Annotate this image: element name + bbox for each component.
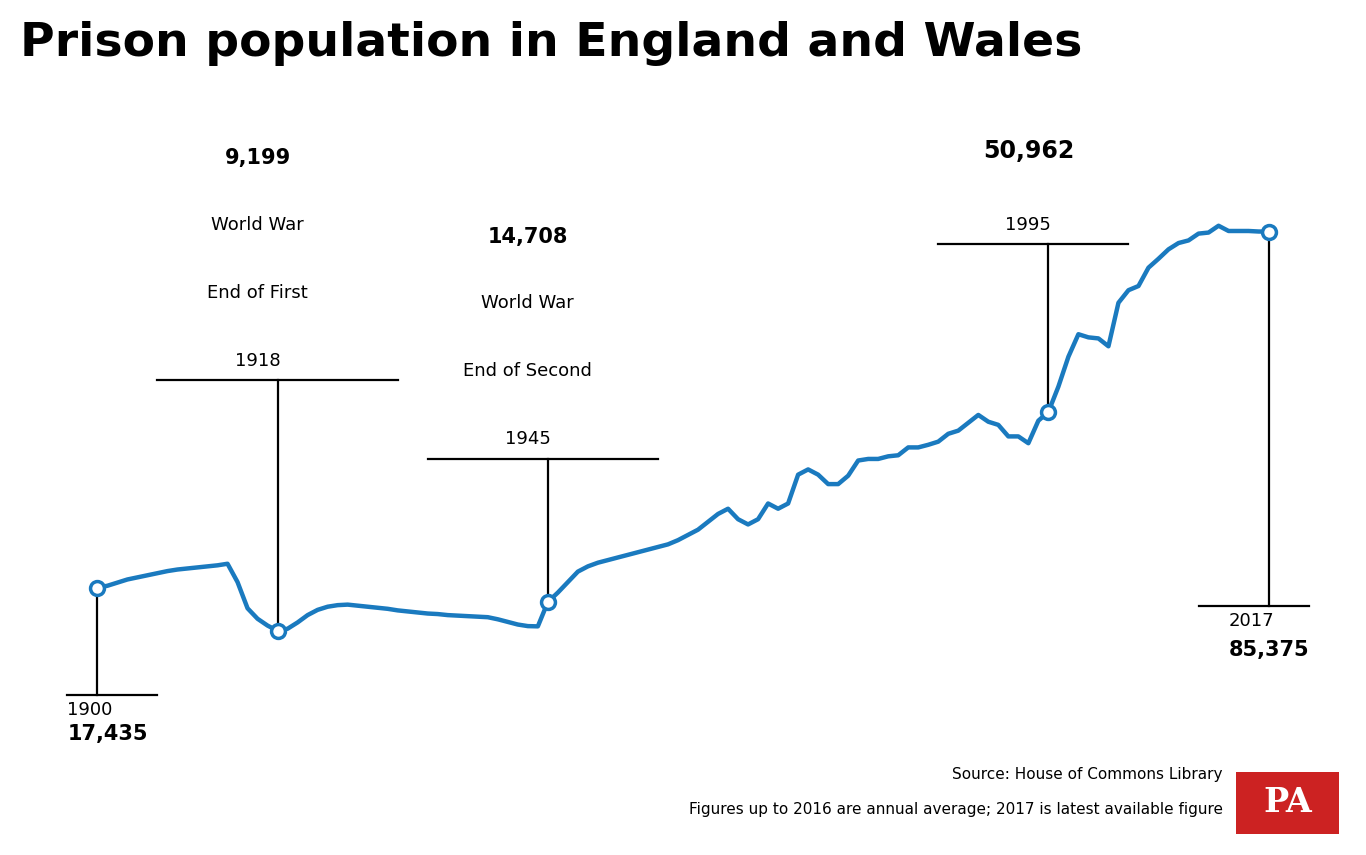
Text: End of Second: End of Second (463, 363, 593, 380)
Text: World War: World War (481, 294, 574, 312)
Text: 1945: 1945 (505, 430, 550, 449)
Text: End of First: End of First (208, 284, 307, 302)
Text: 14,708: 14,708 (488, 227, 568, 247)
Text: 50,962: 50,962 (982, 139, 1074, 162)
Text: Figures up to 2016 are annual average; 2017 is latest available figure: Figures up to 2016 are annual average; 2… (688, 801, 1223, 817)
Text: 1900: 1900 (67, 701, 113, 719)
Text: 1918: 1918 (235, 352, 280, 370)
Text: 85,375: 85,375 (1228, 640, 1309, 660)
Text: Prison population in England and Wales: Prison population in England and Wales (20, 21, 1083, 67)
Text: PA: PA (1264, 787, 1311, 819)
Text: World War: World War (212, 215, 303, 233)
Text: 9,199: 9,199 (224, 148, 291, 168)
Text: 1995: 1995 (1005, 215, 1052, 233)
Text: 17,435: 17,435 (67, 723, 148, 744)
Text: Source: House of Commons Library: Source: House of Commons Library (952, 767, 1223, 782)
Text: 2017: 2017 (1228, 612, 1274, 630)
